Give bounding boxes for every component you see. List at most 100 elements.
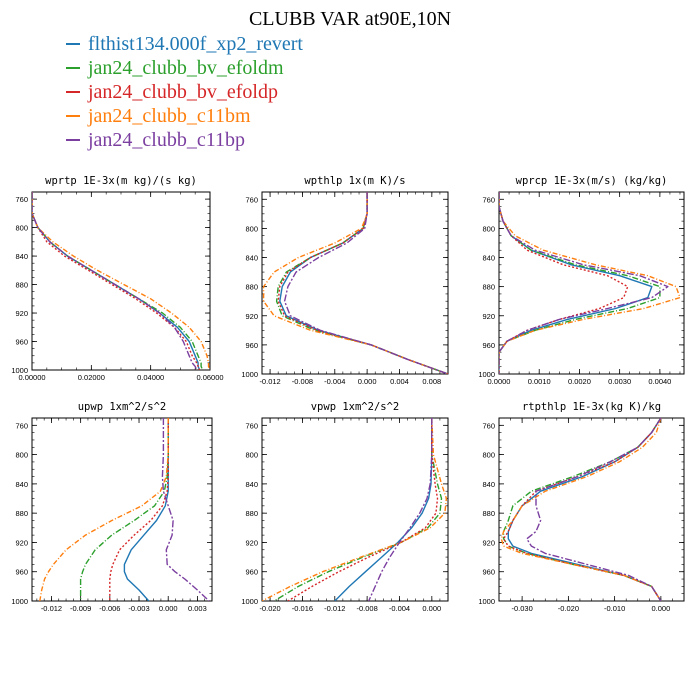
- chart-panel: wprtp 1E-3x(m kg)/(s kg) 760 800 840 880 920 9…: [11, 175, 223, 382]
- series-line: [334, 418, 433, 601]
- y-tick-label: 880: [482, 509, 495, 518]
- x-tick-label: 0.000: [358, 377, 377, 386]
- chart-panel: rtpthlp 1E-3x(kg K)/kg 760 800 840 880 920 960…: [478, 401, 685, 613]
- series-line: [279, 192, 448, 374]
- panel-title: wprtp 1E-3x(m kg)/(s kg): [45, 175, 197, 187]
- y-tick-label: 1000: [241, 370, 258, 379]
- y-tick-label: 960: [245, 568, 258, 577]
- panel-title: wprcp 1E-3x(m/s) (kg/kg): [516, 175, 668, 187]
- y-tick-label: 920: [245, 312, 258, 321]
- x-tick-label: -0.008: [292, 377, 313, 386]
- legend-item: flthist134.000f_xp2_revert: [66, 32, 303, 56]
- series-line: [502, 418, 662, 601]
- x-tick-label: 0.06000: [196, 373, 223, 382]
- y-tick-label: 800: [15, 224, 28, 233]
- y-tick-label: 960: [15, 338, 28, 347]
- panel-title: vpwp 1xm^2/s^2: [311, 401, 400, 413]
- y-tick-label: 760: [245, 195, 258, 204]
- figure-title: CLUBB VAR at90E,10N: [248, 8, 452, 30]
- x-tick-label: 0.000: [159, 604, 178, 613]
- x-tick-label: 0.0040: [648, 377, 671, 386]
- y-tick-label: 800: [482, 451, 495, 460]
- x-tick-label: -0.004: [389, 604, 410, 613]
- x-tick-label: 0.0030: [608, 377, 631, 386]
- x-tick-label: 0.000: [422, 604, 441, 613]
- legend-line-swatch: [66, 67, 80, 69]
- y-tick-label: 760: [15, 195, 28, 204]
- legend-label: jan24_clubb_bv_efoldp: [88, 81, 278, 103]
- series-line: [109, 418, 169, 601]
- series-line: [287, 418, 439, 601]
- series-line: [161, 418, 210, 601]
- x-tick-label: -0.012: [259, 377, 280, 386]
- series-line: [262, 418, 448, 601]
- y-tick-label: 800: [482, 224, 495, 233]
- legend-line-swatch: [66, 43, 80, 45]
- y-tick-label: 800: [15, 451, 28, 460]
- y-tick-label: 840: [482, 254, 495, 263]
- y-tick-label: 960: [15, 568, 28, 577]
- y-tick-label: 840: [245, 254, 258, 263]
- legend-label: jan24_clubb_c11bm: [88, 105, 251, 127]
- series-line: [499, 192, 661, 374]
- y-tick-label: 920: [15, 309, 28, 318]
- series-line: [32, 192, 210, 370]
- chart-panel: vpwp 1xm^2/s^27608008408809209601000-0.0…: [241, 401, 449, 613]
- legend-item: jan24_clubb_c11bm: [66, 104, 303, 128]
- series-line: [79, 418, 169, 601]
- series-line: [499, 192, 629, 374]
- x-tick-label: 0.04000: [137, 373, 164, 382]
- y-tick-label: 760: [15, 421, 28, 430]
- legend-line-swatch: [66, 91, 80, 93]
- y-tick-label: 880: [482, 283, 495, 292]
- x-tick-label: 0.02000: [78, 373, 105, 382]
- series-line: [283, 192, 448, 374]
- x-tick-label: -0.020: [558, 604, 579, 613]
- x-tick-label: -0.009: [70, 604, 91, 613]
- y-tick-label: 880: [15, 281, 28, 290]
- legend-item: jan24_clubb_bv_efoldp: [66, 80, 303, 104]
- series-line: [262, 192, 448, 374]
- chart-panel: wprcp 1E-3x(m/s) (kg/kg) 760 800 840 880 920 9…: [478, 175, 685, 386]
- series-line: [500, 418, 662, 601]
- x-tick-label: -0.008: [356, 604, 377, 613]
- y-tick-label: 880: [245, 283, 258, 292]
- y-tick-label: 960: [245, 341, 258, 350]
- y-tick-label: 1000: [478, 370, 495, 379]
- series-line: [32, 192, 204, 370]
- y-tick-label: 880: [15, 509, 28, 518]
- plot-frame: [261, 191, 449, 375]
- y-tick-label: 840: [15, 480, 28, 489]
- series-line: [499, 192, 681, 374]
- y-tick-label: 960: [482, 568, 495, 577]
- y-tick-label: 840: [482, 480, 495, 489]
- x-tick-label: -0.006: [99, 604, 120, 613]
- chart-panel: upwp 1xm^2/s^2 760 800 840 880 920 960 1000 -0.0…: [11, 401, 213, 613]
- legend-label: jan24_clubb_c11bp: [88, 129, 246, 151]
- legend-label: flthist134.000f_xp2_revert: [88, 33, 303, 55]
- x-tick-label: 0.004: [390, 377, 409, 386]
- x-tick-label: 0.003: [188, 604, 207, 613]
- plot-frame: [261, 417, 449, 602]
- y-tick-label: 800: [245, 224, 258, 233]
- y-tick-label: 1000: [11, 597, 28, 606]
- y-tick-label: 800: [245, 451, 258, 460]
- y-tick-label: 760: [245, 421, 258, 430]
- series-line: [277, 192, 448, 374]
- legend-line-swatch: [66, 139, 80, 141]
- y-tick-label: 960: [482, 341, 495, 350]
- x-tick-label: 0.00000: [18, 373, 45, 382]
- series-line: [526, 418, 662, 601]
- panel-title: rtpthlp 1E-3x(kg K)/kg: [522, 401, 661, 413]
- y-tick-label: 760: [482, 195, 495, 204]
- series-line: [39, 418, 169, 601]
- y-tick-label: 920: [482, 538, 495, 547]
- series-line: [123, 418, 169, 601]
- legend: flthist134.000f_xp2_revert jan24_clubb_bv…: [66, 32, 303, 152]
- legend-item: jan24_clubb_c11bp: [66, 128, 303, 152]
- series-line: [507, 418, 662, 601]
- y-tick-label: 920: [245, 538, 258, 547]
- plot-frame: [31, 417, 213, 602]
- x-tick-label: -0.020: [259, 604, 280, 613]
